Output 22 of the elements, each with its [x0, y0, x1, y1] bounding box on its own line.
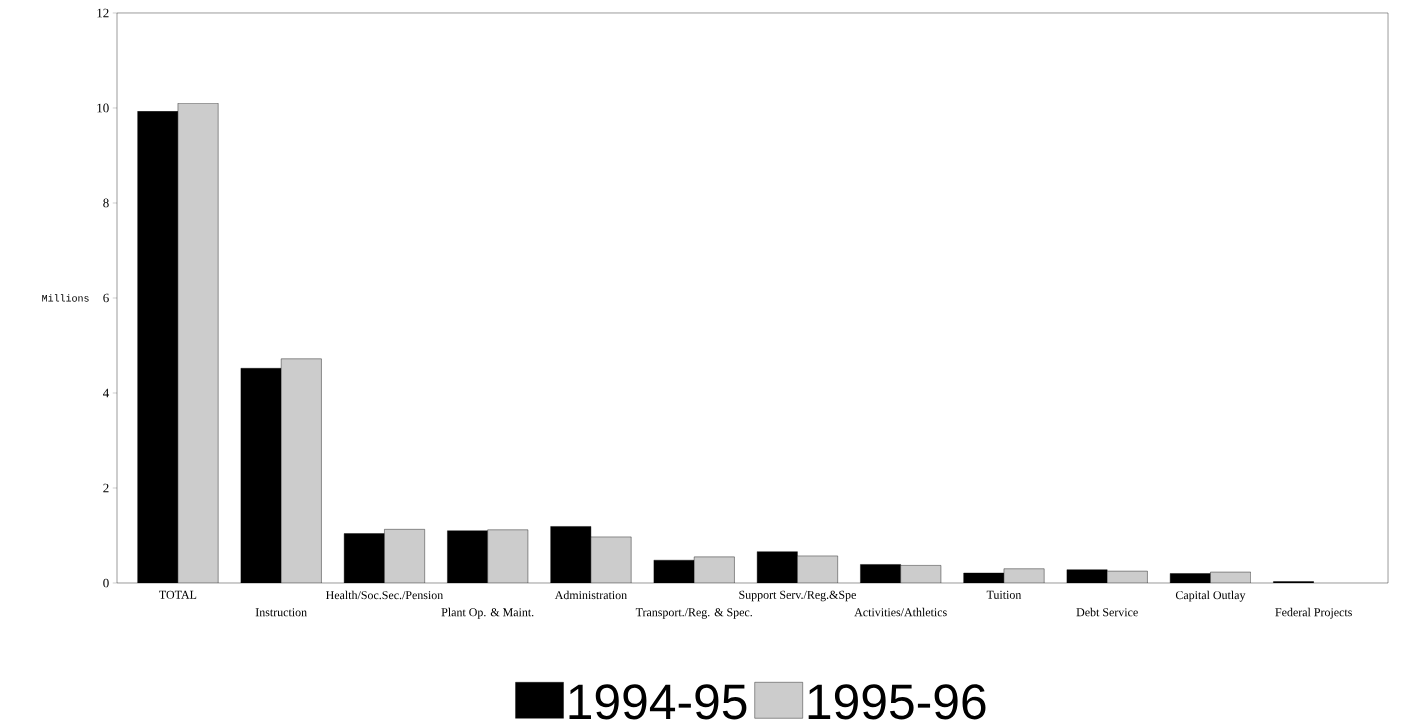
x-tick-label: Federal Projects — [1275, 607, 1352, 619]
x-tick-label: Administration — [554, 590, 627, 599]
legend-label: 1994-95 — [569, 683, 747, 720]
y-tick-label: 4 — [103, 388, 110, 398]
x-tick-label: Tuition — [986, 590, 1022, 599]
y-tick-label: 0 — [103, 578, 109, 588]
x-tick-label: Debt Service — [1076, 607, 1138, 617]
y-tick-label: 6 — [103, 293, 109, 303]
y-tick-label: 10 — [97, 103, 109, 113]
legend-label: 1995-96 — [808, 683, 986, 720]
x-tick-label: TOTAL — [159, 590, 197, 599]
x-tick-label: Plant Op. & Maint. — [441, 607, 534, 619]
x-tick-label: Support Serv./Reg.&Spe — [739, 590, 856, 602]
x-tick-label: Capital Outlay — [1175, 590, 1246, 602]
x-tick-label: Instruction — [255, 608, 307, 617]
y-tick-label: 12 — [97, 8, 109, 18]
x-tick-label: Health/Soc.Sec./Pension — [326, 590, 444, 600]
x-tick-label: Transport./Reg. & Spec. — [635, 608, 752, 619]
x-tick-label: Activities/Athletics — [854, 607, 947, 617]
y-tick-label: 8 — [103, 198, 109, 208]
y-tick-label: 2 — [103, 483, 109, 493]
y-axis-title: Millions — [42, 294, 89, 302]
